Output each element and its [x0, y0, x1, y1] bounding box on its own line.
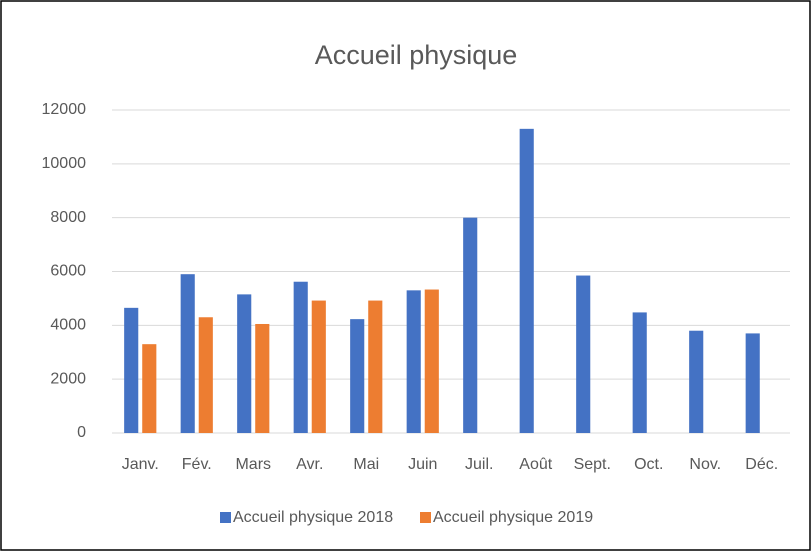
- y-tick-label: 8000: [50, 209, 86, 226]
- x-tick-label: Janv.: [122, 456, 159, 473]
- y-tick-label: 2000: [50, 370, 86, 387]
- x-tick-label: Avr.: [296, 456, 323, 473]
- x-tick-label: Mai: [353, 456, 379, 473]
- bar: [255, 323, 270, 433]
- legend-label: Accueil physique 2019: [433, 509, 593, 526]
- x-tick-label: Oct.: [634, 456, 663, 473]
- bar: [632, 312, 647, 433]
- bar: [180, 274, 195, 433]
- bar: [463, 217, 478, 433]
- bar: [350, 319, 365, 433]
- x-tick-label: Sept.: [574, 456, 611, 473]
- x-tick-label: Déc.: [745, 456, 778, 473]
- bar: [745, 333, 760, 433]
- y-tick-label: 12000: [42, 101, 87, 118]
- bar: [198, 317, 213, 433]
- x-tick-label: Juil.: [465, 456, 493, 473]
- bar: [576, 275, 591, 433]
- bar: [406, 290, 421, 433]
- x-tick-label: Nov.: [689, 456, 721, 473]
- chart-title: Accueil physique: [315, 40, 518, 70]
- bar: [293, 281, 308, 433]
- bar: [142, 344, 157, 433]
- x-tick-label: Fév.: [182, 456, 212, 473]
- bar: [237, 294, 252, 433]
- y-tick-label: 6000: [50, 263, 86, 280]
- y-tick-label: 10000: [42, 155, 87, 172]
- x-tick-label: Juin: [408, 456, 437, 473]
- bar: [311, 300, 326, 433]
- legend-swatch: [420, 512, 431, 523]
- bar: [368, 300, 383, 433]
- x-tick-label: Mars: [235, 456, 271, 473]
- legend-label: Accueil physique 2018: [233, 509, 393, 526]
- x-tick-label: Août: [519, 456, 552, 473]
- legend-swatch: [220, 512, 231, 523]
- bar: [124, 307, 139, 433]
- y-tick-label: 0: [77, 424, 86, 441]
- y-tick-label: 4000: [50, 317, 86, 334]
- bar: [689, 330, 704, 433]
- bar: [519, 128, 534, 433]
- bar: [424, 289, 439, 433]
